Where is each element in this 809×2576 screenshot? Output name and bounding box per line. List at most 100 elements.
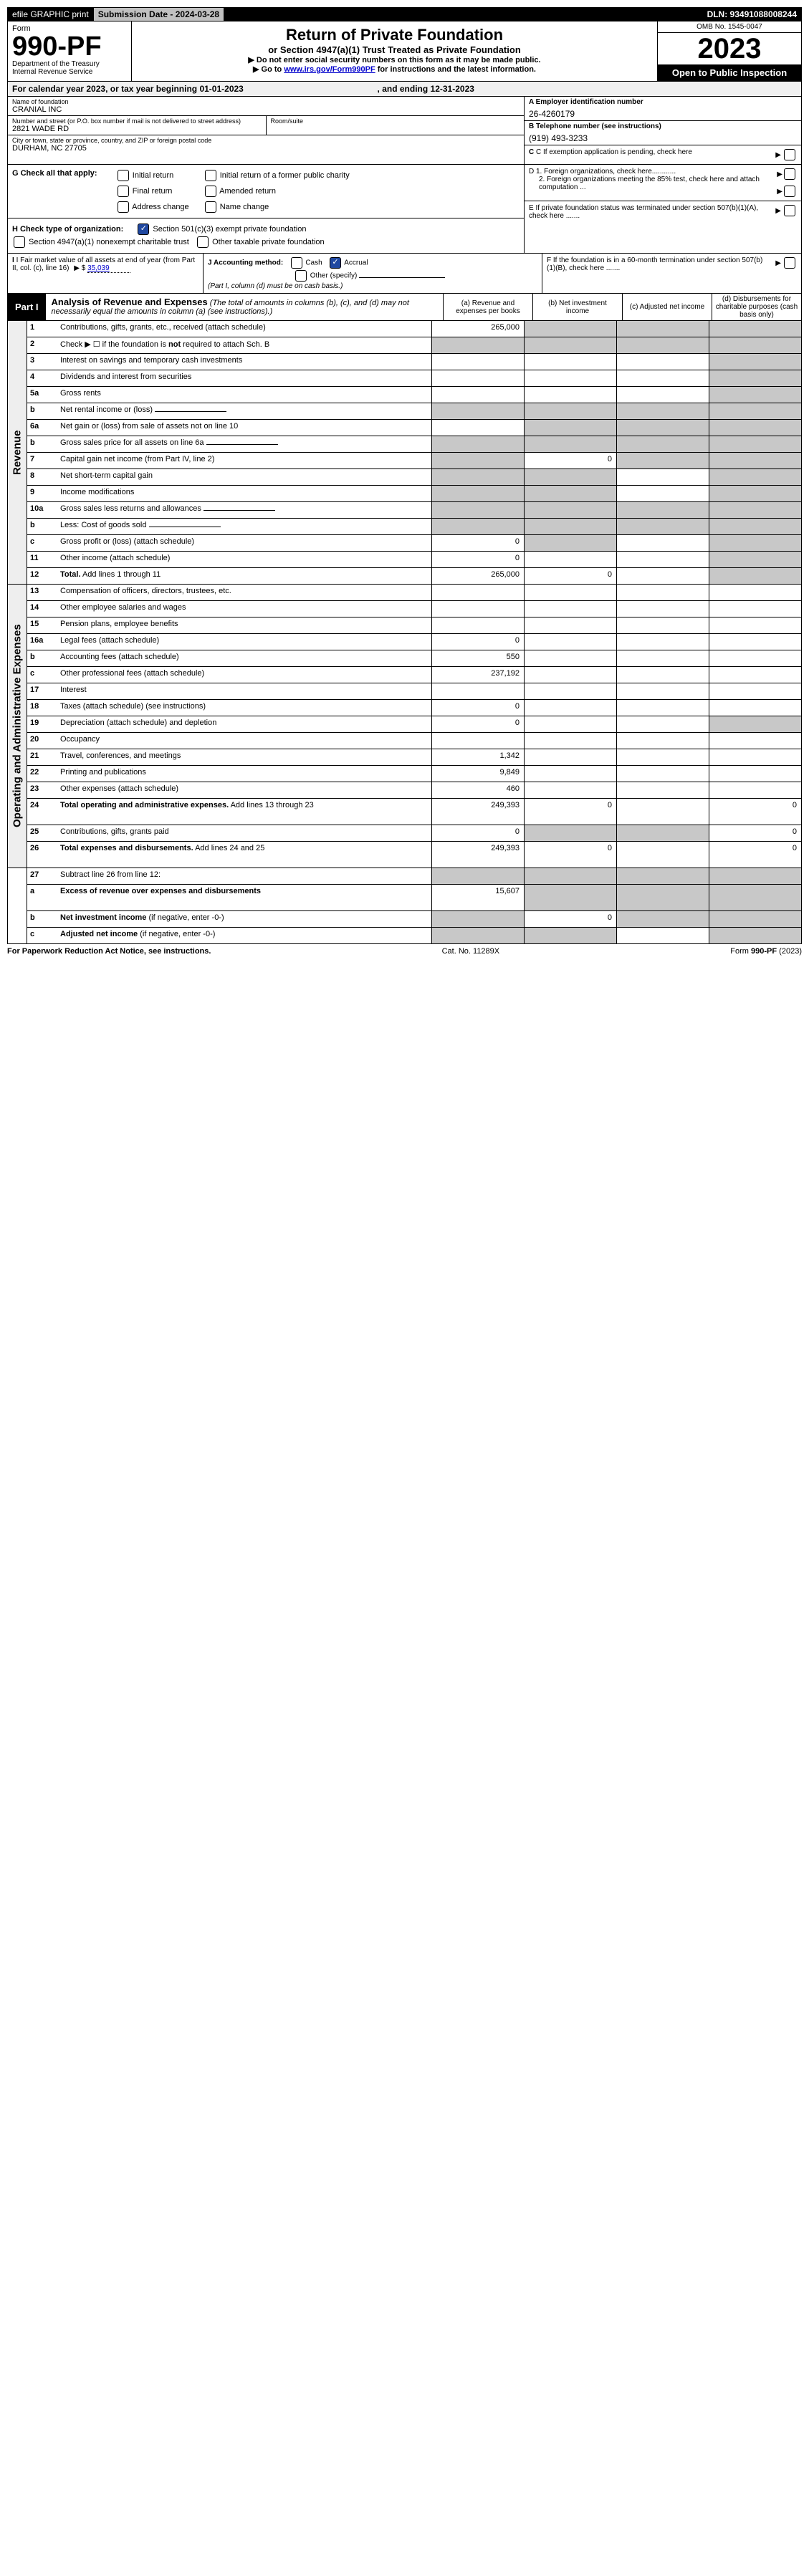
cell-shaded	[617, 519, 709, 534]
pointer-icon	[775, 151, 781, 159]
cell-value	[709, 766, 801, 782]
h-opt-2-checkbox[interactable]	[197, 236, 209, 248]
cell-shaded	[525, 519, 617, 534]
f-checkbox[interactable]	[784, 257, 795, 269]
row-num: 5a	[27, 387, 57, 403]
cell-shaded	[617, 321, 709, 337]
cell-value	[432, 387, 525, 403]
row-20: 20 Occupancy	[27, 733, 801, 749]
row-desc: Total. Add lines 1 through 11	[57, 568, 432, 584]
cell-shaded	[617, 502, 709, 518]
note-goto-pre: Go to	[262, 65, 284, 74]
cell-shaded	[525, 469, 617, 485]
inline-field[interactable]	[206, 444, 278, 445]
inline-field[interactable]	[155, 411, 226, 412]
row-desc: Other professional fees (attach schedule…	[57, 667, 432, 683]
row-desc: Total expenses and disbursements. Add li…	[57, 842, 432, 868]
row-desc: Excess of revenue over expenses and disb…	[57, 885, 432, 910]
cell-value	[432, 420, 525, 436]
cell-value	[525, 634, 617, 650]
footer-cat: Cat. No. 11289X	[442, 947, 500, 956]
h-opt-0-checkbox[interactable]	[138, 224, 149, 235]
cell-shaded	[432, 337, 525, 353]
efile-tag[interactable]: efile GRAPHIC print	[8, 8, 94, 21]
phone-label: B Telephone number (see instructions)	[529, 122, 797, 130]
g-opt-0-checkbox[interactable]	[118, 170, 129, 181]
cell-value	[617, 552, 709, 567]
row-desc: Total operating and administrative expen…	[57, 799, 432, 825]
row-desc: Interest on savings and temporary cash i…	[57, 354, 432, 370]
g-opt-2-checkbox[interactable]	[118, 186, 129, 197]
cell-value	[617, 749, 709, 765]
cell-value	[432, 683, 525, 699]
cell-value	[617, 387, 709, 403]
cell-value: 0	[432, 700, 525, 716]
instructions-link[interactable]: www.irs.gov/Form990PF	[284, 65, 375, 74]
cash-checkbox[interactable]	[291, 257, 302, 269]
g-opt-5-checkbox[interactable]	[205, 201, 216, 213]
cell-shaded	[709, 354, 801, 370]
cell-shaded	[432, 868, 525, 884]
h-opt-1-checkbox[interactable]	[14, 236, 25, 248]
row-7: 7 Capital gain net income (from Part IV,…	[27, 453, 801, 469]
row-num: 9	[27, 486, 57, 501]
cell-value: 0	[709, 799, 801, 825]
g-opt-3-checkbox[interactable]	[205, 186, 216, 197]
form-title: Return of Private Foundation	[139, 26, 650, 44]
cell-value	[617, 683, 709, 699]
row-num: c	[27, 667, 57, 683]
row-8: 8 Net short-term capital gain	[27, 469, 801, 486]
g-opt-4-checkbox[interactable]	[118, 201, 129, 213]
cell-value	[525, 749, 617, 765]
dept-irs: Internal Revenue Service	[12, 68, 127, 76]
row-17: 17 Interest	[27, 683, 801, 700]
cell-shaded	[525, 502, 617, 518]
address-label: Number and street (or P.O. box number if…	[12, 117, 262, 125]
row-num: 4	[27, 370, 57, 386]
d2-text: 2. Foreign organizations meeting the 85%…	[529, 176, 771, 191]
fmv-link[interactable]: 35,039	[87, 264, 130, 273]
row-num: 23	[27, 782, 57, 798]
cell-shaded	[709, 885, 801, 910]
row-num: 10a	[27, 502, 57, 518]
accrual-checkbox[interactable]	[330, 257, 341, 269]
cell-value	[617, 535, 709, 551]
col-b-header: (b) Net investment income	[533, 294, 623, 320]
cell-value	[525, 585, 617, 600]
g-opt-1-checkbox[interactable]	[205, 170, 216, 181]
row-num: 14	[27, 601, 57, 617]
row-num: 24	[27, 799, 57, 825]
row-b: b Less: Cost of goods sold	[27, 519, 801, 535]
row-desc: Capital gain net income (from Part IV, l…	[57, 453, 432, 468]
cell-shaded	[525, 885, 617, 910]
d2-checkbox[interactable]	[784, 186, 795, 197]
d1-text: D 1. Foreign organizations, check here..…	[529, 168, 676, 176]
row-1: 1 Contributions, gifts, grants, etc., re…	[27, 321, 801, 337]
cell-value: 265,000	[432, 568, 525, 584]
cash-label: Cash	[305, 259, 322, 267]
row-num: c	[27, 928, 57, 943]
row-num: 19	[27, 716, 57, 732]
row-22: 22 Printing and publications 9,849	[27, 766, 801, 782]
row-num: b	[27, 650, 57, 666]
inline-field[interactable]	[204, 510, 275, 511]
e-checkbox[interactable]	[784, 205, 795, 216]
c-checkbox[interactable]	[784, 149, 795, 160]
other-specify-field[interactable]	[359, 277, 445, 278]
cell-value	[617, 667, 709, 683]
note-goto-post: for instructions and the latest informat…	[375, 65, 536, 74]
cell-value	[617, 842, 709, 868]
row-4: 4 Dividends and interest from securities	[27, 370, 801, 387]
foundation-address: 2821 WADE RD	[12, 125, 262, 133]
d1-checkbox[interactable]	[784, 168, 795, 180]
cell-shaded	[617, 868, 709, 884]
other-checkbox[interactable]	[295, 270, 307, 282]
c-label: C If exemption application is pending, c…	[536, 148, 692, 156]
row-num: b	[27, 436, 57, 452]
cell-value	[617, 568, 709, 584]
ein-value: 26-4260179	[529, 106, 797, 119]
row-c: c Gross profit or (loss) (attach schedul…	[27, 535, 801, 552]
cell-shaded	[617, 911, 709, 927]
cell-shaded	[709, 469, 801, 485]
ghde-block: G Check all that apply: Initial return I…	[7, 165, 802, 254]
